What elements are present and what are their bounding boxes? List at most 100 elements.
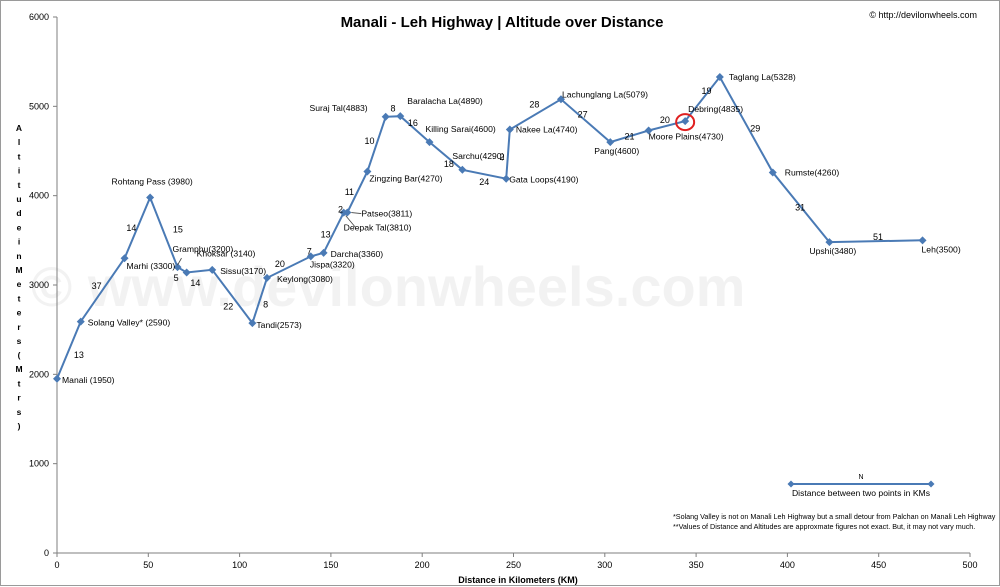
point-label: Killing Sarai(4600) xyxy=(426,124,496,134)
segment-distance-label: 8 xyxy=(390,103,395,113)
point-label: Khoksar (3140) xyxy=(197,248,256,258)
data-point xyxy=(825,238,834,247)
segment-distance-label: 24 xyxy=(479,177,489,187)
label-pointer xyxy=(177,257,182,266)
data-point xyxy=(363,167,372,176)
point-label: Lachunglang La(5079) xyxy=(562,89,648,99)
point-label: Gata Loops(4190) xyxy=(509,175,578,185)
point-label: Gramphu(3200) xyxy=(173,244,234,254)
y-axis-title-char: s xyxy=(17,407,22,417)
y-tick-label: 3000 xyxy=(29,280,49,290)
label-pointer xyxy=(345,215,356,228)
y-tick-label: 4000 xyxy=(29,191,49,201)
y-axis-title-char: t xyxy=(18,180,21,190)
y-axis-title-char: i xyxy=(18,237,20,247)
y-axis-title-char: ( xyxy=(18,350,21,360)
x-tick-label: 400 xyxy=(780,560,795,570)
segment-distance-label: 51 xyxy=(873,232,883,242)
point-label: Patseo(3811) xyxy=(361,209,412,219)
data-point xyxy=(248,319,257,328)
point-label: Pang(4600) xyxy=(594,146,639,156)
point-labels: Manali (1950) Solang Valley* (2590) Marhi … xyxy=(62,72,961,385)
segment-distance-label: 29 xyxy=(750,124,760,134)
data-point xyxy=(768,168,777,177)
y-tick-label: 2000 xyxy=(29,369,49,379)
point-label: Upshi(3480) xyxy=(809,246,856,256)
y-axis-title-char: A xyxy=(16,123,22,133)
y-axis-title-char: s xyxy=(17,336,22,346)
segment-distance-label: 13 xyxy=(321,230,331,240)
segment-distance-label: 13 xyxy=(74,350,84,360)
data-point xyxy=(918,236,927,245)
point-label: Jispa(3320) xyxy=(310,259,355,269)
legend: N Distance between two points in KMs xyxy=(787,474,935,498)
y-axis-title-char: ) xyxy=(18,421,21,431)
data-point xyxy=(306,252,315,261)
y-axis-title-char: d xyxy=(16,208,21,218)
data-point xyxy=(343,208,352,217)
y-axis-title-char: t xyxy=(18,378,21,388)
y-axis-title-char: M xyxy=(15,364,22,374)
point-label: Debring(4835) xyxy=(688,104,743,114)
segment-distance-label: 15 xyxy=(173,224,183,234)
segment-distance-label: 18 xyxy=(444,159,454,169)
legend-marker-label: N xyxy=(858,474,863,481)
x-tick-label: 450 xyxy=(871,560,886,570)
data-point xyxy=(425,138,434,147)
data-point xyxy=(120,254,129,263)
point-label: Marhi (3300) xyxy=(127,261,176,271)
segment-distance-label: 27 xyxy=(578,110,588,120)
segment-distance-label: 22 xyxy=(223,301,233,311)
point-label: Rohtang Pass (3980) xyxy=(112,176,193,186)
x-tick-label: 300 xyxy=(597,560,612,570)
point-label: Baralacha La(4890) xyxy=(407,96,483,106)
x-tick-label: 250 xyxy=(506,560,521,570)
data-point xyxy=(396,112,405,121)
segment-distance-label: 14 xyxy=(190,278,200,288)
x-tick-label: 350 xyxy=(689,560,704,570)
segment-distance-label: 28 xyxy=(529,99,539,109)
legend-marker xyxy=(787,480,795,488)
point-label: Sissu(3170) xyxy=(220,266,266,276)
chart-title: Manali - Leh Highway | Altitude over Dis… xyxy=(341,14,664,31)
legend-text: Distance between two points in KMs xyxy=(792,488,930,498)
point-label: Leh(3500) xyxy=(922,244,961,254)
segment-distance-label: 2 xyxy=(338,205,343,215)
y-axis-title-char: t xyxy=(18,151,21,161)
x-tick-label: 200 xyxy=(415,560,430,570)
segment-distance-label: 31 xyxy=(795,202,805,212)
y-axis-title-char: r xyxy=(17,393,21,403)
data-point xyxy=(715,73,724,82)
point-label: Darcha(3360) xyxy=(331,249,384,259)
point-label: Taglang La(5328) xyxy=(729,72,796,82)
point-label: Tandi(2573) xyxy=(256,320,302,330)
point-label: Rumste(4260) xyxy=(785,167,840,177)
segment-distance-label: 11 xyxy=(345,187,354,197)
y-axis-title-char: i xyxy=(18,166,20,176)
point-label: Manali (1950) xyxy=(62,375,115,385)
segment-distance-label: 14 xyxy=(126,223,136,233)
point-label: Moore Plains(4730) xyxy=(649,131,724,141)
y-axis-title-char: r xyxy=(17,322,21,332)
y-axis-title-char: l xyxy=(18,137,20,147)
y-tick-label: 0 xyxy=(44,548,49,558)
segment-distance-label: 5 xyxy=(174,273,179,283)
data-point xyxy=(262,273,271,282)
x-tick-label: 100 xyxy=(232,560,247,570)
data-point xyxy=(173,263,182,272)
x-axis-title: Distance in Kilometers (KM) xyxy=(458,575,578,585)
y-axis-title-char: M xyxy=(15,265,22,275)
y-axis-title-char: e xyxy=(17,222,22,232)
data-point xyxy=(502,174,511,183)
data-point xyxy=(458,165,467,174)
data-point xyxy=(381,112,390,121)
data-point xyxy=(146,193,155,202)
segment-distance-label: 20 xyxy=(275,259,285,269)
altitude-series xyxy=(53,73,927,383)
highlight-circle xyxy=(675,113,696,132)
footnote-2: **Values of Distance and Altitudes are a… xyxy=(673,522,975,531)
